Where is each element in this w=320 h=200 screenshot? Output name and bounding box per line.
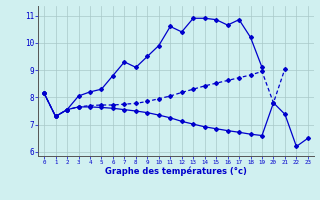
X-axis label: Graphe des températures (°c): Graphe des températures (°c): [105, 167, 247, 176]
